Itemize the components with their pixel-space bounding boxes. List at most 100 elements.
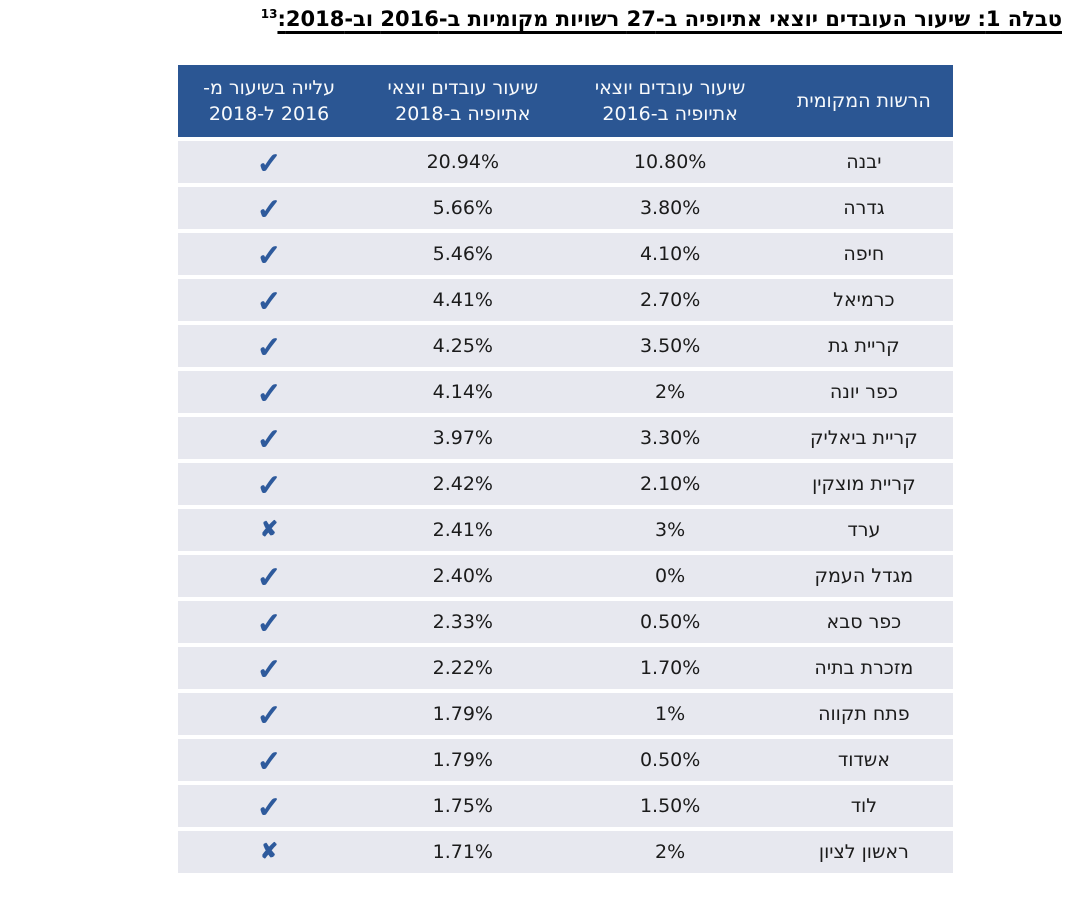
increase-check-icon: ✓: [256, 789, 282, 824]
header-row: הרשות המקומית שיעור עובדים יוצאי אתיופיה…: [178, 65, 953, 137]
authority-cell: קריית ביאליק: [774, 417, 953, 459]
authority-cell: מזכרת בתיה: [774, 647, 953, 689]
authority-cell: מגדל העמק: [774, 555, 953, 597]
header-rate-2018-line2: אתיופיה ב-2018: [395, 103, 531, 125]
increase-check-icon: ✓: [256, 467, 282, 502]
authority-cell: יבנה: [774, 141, 953, 183]
table-row: פתח תקווה 1% 1.79% ✓: [178, 693, 953, 735]
rate-2016-cell: 2.10%: [565, 463, 775, 505]
table-body: יבנה 10.80% 20.94% ✓ גדרה 3.80% 5.66% ✓ חיפה 4.10…: [178, 141, 953, 873]
increase-check-icon: ✓: [256, 145, 282, 180]
ethiopian-workers-rate-table: הרשות המקומית שיעור עובדים יוצאי אתיופיה…: [178, 61, 953, 877]
authority-cell: כרמיאל: [774, 279, 953, 321]
authority-cell: לוד: [774, 785, 953, 827]
rate-2016-cell: 2%: [565, 831, 775, 873]
table-title: טבלה 1: שיעור העובדים יוצאי אתיופיה ב-27…: [60, 4, 1062, 36]
rate-2018-cell: 20.94%: [360, 141, 566, 183]
rate-2018-cell: 4.14%: [360, 371, 566, 413]
table-row: קריית ביאליק 3.30% 3.97% ✓: [178, 417, 953, 459]
increase-check-icon: ✓: [256, 743, 282, 778]
header-rate-2016: שיעור עובדים יוצאי אתיופיה ב-2016: [565, 65, 775, 137]
increase-cell: ✓: [178, 647, 361, 689]
authority-cell: ערד: [774, 509, 953, 551]
rate-2016-cell: 2.70%: [565, 279, 775, 321]
increase-check-icon: ✓: [256, 697, 282, 732]
table-row: ראשון לציון 2% 1.71% ✘: [178, 831, 953, 873]
increase-cell: ✓: [178, 739, 361, 781]
rate-2016-cell: 3.50%: [565, 325, 775, 367]
rate-2018-cell: 2.40%: [360, 555, 566, 597]
rate-2016-cell: 4.10%: [565, 233, 775, 275]
rate-2018-cell: 2.22%: [360, 647, 566, 689]
rate-2016-cell: 1.70%: [565, 647, 775, 689]
increase-check-icon: ✓: [256, 421, 282, 456]
rate-2018-cell: 3.97%: [360, 417, 566, 459]
table-title-text: טבלה 1: שיעור העובדים יוצאי אתיופיה ב-27…: [277, 7, 1062, 31]
header-rate-2018: שיעור עובדים יוצאי אתיופיה ב-2018: [360, 65, 566, 137]
authority-cell: ראשון לציון: [774, 831, 953, 873]
footnote-marker: 13: [260, 7, 278, 21]
table-row: יבנה 10.80% 20.94% ✓: [178, 141, 953, 183]
rate-2018-cell: 4.25%: [360, 325, 566, 367]
increase-check-icon: ✓: [256, 329, 282, 364]
table-row: כרמיאל 2.70% 4.41% ✓: [178, 279, 953, 321]
rate-2016-cell: 0%: [565, 555, 775, 597]
increase-cross-icon: ✘: [260, 517, 279, 542]
table-row: כפר יונה 2% 4.14% ✓: [178, 371, 953, 413]
header-rate-2016-line2: אתיופיה ב-2016: [602, 103, 738, 125]
authority-cell: כפר יונה: [774, 371, 953, 413]
header-rate-2018-line1: שיעור עובדים יוצאי: [387, 76, 539, 99]
authority-cell: קריית מוצקין: [774, 463, 953, 505]
increase-cross-icon: ✘: [260, 839, 279, 864]
rate-2018-cell: 2.33%: [360, 601, 566, 643]
authority-cell: חיפה: [774, 233, 953, 275]
rate-2016-cell: 0.50%: [565, 739, 775, 781]
rate-2016-cell: 1%: [565, 693, 775, 735]
rate-2016-cell: 3%: [565, 509, 775, 551]
increase-check-icon: ✓: [256, 283, 282, 318]
header-rate-2016-line1: שיעור עובדים יוצאי: [594, 76, 746, 99]
rate-2016-cell: 3.30%: [565, 417, 775, 459]
increase-cell: ✓: [178, 693, 361, 735]
rate-2018-cell: 1.71%: [360, 831, 566, 873]
table-row: חיפה 4.10% 5.46% ✓: [178, 233, 953, 275]
increase-check-icon: ✓: [256, 191, 282, 226]
table-row: מזכרת בתיה 1.70% 2.22% ✓: [178, 647, 953, 689]
table-header: הרשות המקומית שיעור עובדים יוצאי אתיופיה…: [178, 65, 953, 137]
rate-2018-cell: 1.75%: [360, 785, 566, 827]
increase-cell: ✓: [178, 463, 361, 505]
increase-cell: ✘: [178, 509, 361, 551]
rate-2016-cell: 3.80%: [565, 187, 775, 229]
rate-2016-cell: 2%: [565, 371, 775, 413]
increase-cell: ✓: [178, 187, 361, 229]
increase-cell: ✓: [178, 417, 361, 459]
rate-2018-cell: 2.42%: [360, 463, 566, 505]
table-row: לוד 1.50% 1.75% ✓: [178, 785, 953, 827]
authority-cell: אשדוד: [774, 739, 953, 781]
rate-2018-cell: 1.79%: [360, 693, 566, 735]
authority-cell: פתח תקווה: [774, 693, 953, 735]
rate-2018-cell: 5.46%: [360, 233, 566, 275]
increase-cell: ✓: [178, 325, 361, 367]
rate-2018-cell: 2.41%: [360, 509, 566, 551]
rate-2018-cell: 5.66%: [360, 187, 566, 229]
increase-check-icon: ✓: [256, 559, 282, 594]
table-row: כפר סבא 0.50% 2.33% ✓: [178, 601, 953, 643]
table-row: מגדל העמק 0% 2.40% ✓: [178, 555, 953, 597]
increase-check-icon: ✓: [256, 375, 282, 410]
authority-cell: גדרה: [774, 187, 953, 229]
rate-2016-cell: 10.80%: [565, 141, 775, 183]
increase-cell: ✓: [178, 233, 361, 275]
table-row: קריית מוצקין 2.10% 2.42% ✓: [178, 463, 953, 505]
header-increase-line2: 2016 ל-2018: [208, 103, 330, 125]
authority-cell: כפר סבא: [774, 601, 953, 643]
increase-cell: ✓: [178, 371, 361, 413]
header-authority: הרשות המקומית: [774, 65, 953, 137]
rate-2016-cell: 1.50%: [565, 785, 775, 827]
table-row: אשדוד 0.50% 1.79% ✓: [178, 739, 953, 781]
table-row: גדרה 3.80% 5.66% ✓: [178, 187, 953, 229]
header-authority-line1: הרשות המקומית: [796, 89, 931, 112]
increase-cell: ✓: [178, 279, 361, 321]
authority-cell: קריית גת: [774, 325, 953, 367]
